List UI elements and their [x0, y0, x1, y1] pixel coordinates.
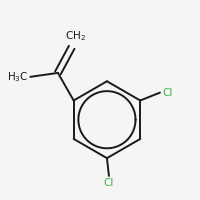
Text: Cl: Cl — [104, 178, 114, 188]
Text: CH$_2$: CH$_2$ — [65, 30, 86, 43]
Text: H$_3$C: H$_3$C — [7, 70, 28, 84]
Text: Cl: Cl — [162, 88, 172, 98]
